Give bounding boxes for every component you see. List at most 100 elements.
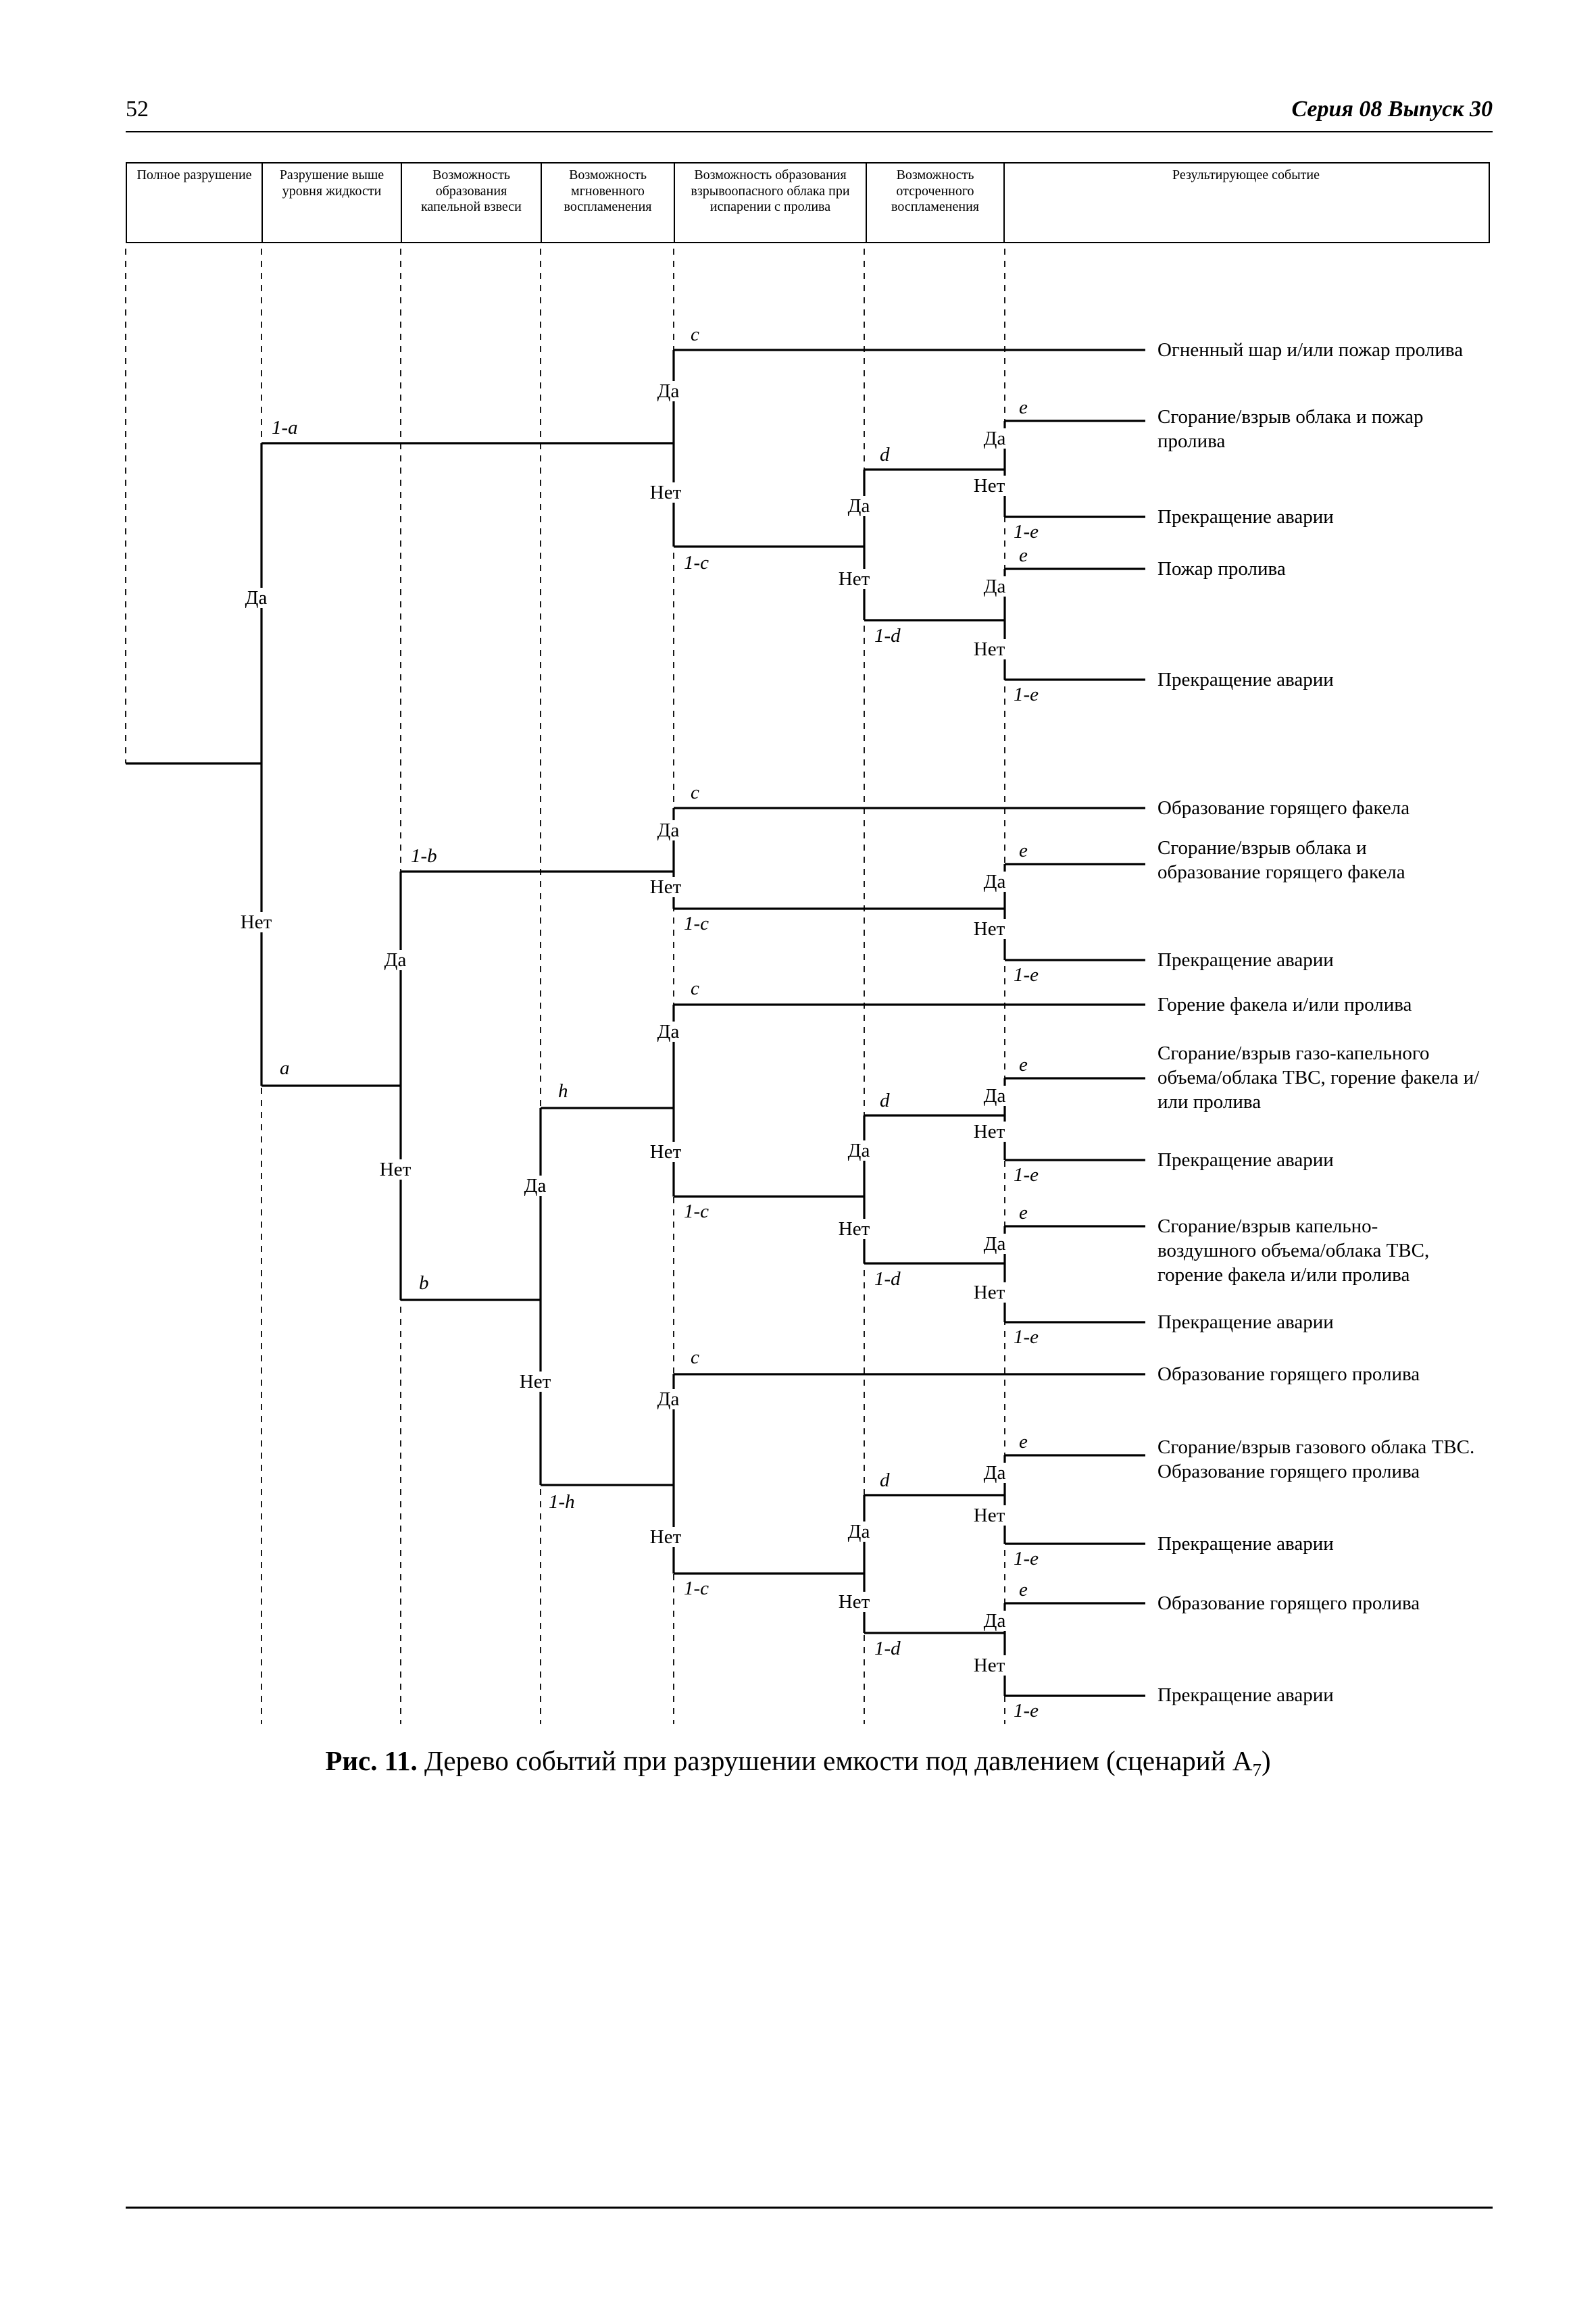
- branch-prob-c: c: [688, 1347, 702, 1367]
- branch-prob-d: d: [877, 1090, 893, 1111]
- branch-prob-e: e: [1016, 545, 1030, 565]
- branch-label-no: Нет: [835, 1219, 873, 1239]
- column-header-instant-ignition: Возможность мгновенного воспламенения: [542, 164, 675, 242]
- header-rule: [126, 131, 1493, 132]
- branch-prob-d: d: [877, 445, 893, 465]
- branch-label-yes: Да: [242, 588, 270, 608]
- branch-label-no: Нет: [647, 1527, 684, 1547]
- branch-prob-1-c: 1-c: [681, 1578, 712, 1599]
- branch-prob-e: e: [1016, 397, 1030, 418]
- branch-label-no: Нет: [970, 1655, 1008, 1676]
- branch-prob-1-a: 1-a: [269, 418, 301, 438]
- branch-prob-1-d: 1-d: [872, 1269, 903, 1289]
- branch-prob-1-c: 1-c: [681, 553, 712, 573]
- branch-label-yes: Да: [980, 428, 1009, 449]
- branch-prob-c: c: [688, 324, 702, 345]
- branch-prob-e: e: [1016, 840, 1030, 861]
- branch-prob-e: e: [1016, 1055, 1030, 1075]
- event-outcome: Сгорание/взрыв газового облака ТВС. Обра…: [1157, 1436, 1475, 1482]
- column-header-explosive-cloud: Возможность образования взрывоопасного о…: [675, 164, 867, 242]
- footer-rule: [126, 2207, 1493, 2209]
- branch-prob-c: c: [688, 978, 702, 999]
- branch-prob-1-e: 1-e: [1011, 965, 1042, 985]
- branch-prob-1-e: 1-e: [1011, 1165, 1042, 1185]
- branch-label-yes: Да: [845, 1140, 873, 1161]
- branch-prob-1-e: 1-e: [1011, 684, 1042, 705]
- branch-label-no: Нет: [970, 639, 1008, 659]
- column-header-resulting-event: Результирующее событие: [1172, 168, 1320, 182]
- column-boundary-dashed-lines: [125, 249, 1005, 1724]
- event-outcome: Прекращение аварии: [1157, 1149, 1334, 1171]
- branch-label-yes: Да: [654, 820, 682, 840]
- event-outcome: Сгорание/взрыв облака и образование горя…: [1157, 837, 1405, 883]
- event-outcome: Образование горящего пролива: [1157, 1592, 1420, 1614]
- branch-label-no: Нет: [647, 1142, 684, 1162]
- branch-prob-c: c: [688, 782, 702, 803]
- series-issue-label: Серия 08 Выпуск 30: [1291, 97, 1493, 122]
- event-outcome: Прекращение аварии: [1157, 1311, 1334, 1333]
- branch-label-yes: Да: [980, 1611, 1009, 1631]
- event-tree-branches: [126, 349, 1145, 1697]
- branch-label-no: Нет: [376, 1159, 414, 1180]
- event-outcome: Прекращение аварии: [1157, 1533, 1334, 1555]
- branch-label-no: Нет: [970, 1122, 1008, 1142]
- branch-prob-1-b: 1-b: [408, 846, 440, 866]
- event-outcome: Пожар пролива: [1157, 558, 1286, 580]
- branch-prob-e: e: [1016, 1580, 1030, 1600]
- branch-label-no: Нет: [970, 1282, 1008, 1303]
- branch-label-yes: Да: [845, 1521, 873, 1542]
- branch-label-yes: Да: [654, 1389, 682, 1409]
- branch-label-no: Нет: [237, 912, 275, 932]
- event-outcome: Горение факела и/или пролива: [1157, 994, 1412, 1015]
- event-outcome: Сгорание/взрыв облака и пожар пролива: [1157, 406, 1424, 452]
- caption-suffix: ): [1262, 1745, 1271, 1776]
- branch-label-yes: Да: [654, 381, 682, 401]
- branch-prob-1-d: 1-d: [872, 626, 903, 646]
- branch-prob-1-c: 1-c: [681, 1201, 712, 1222]
- branch-label-no: Нет: [970, 919, 1008, 939]
- branch-label-yes: Да: [980, 576, 1009, 597]
- column-header-full-destruction: Полное разрушение: [127, 164, 263, 242]
- event-outcome: Прекращение аварии: [1157, 949, 1334, 971]
- figure-caption: Рис. 11. Дерево событий при разрушении е…: [0, 1744, 1596, 1781]
- branch-label-yes: Да: [845, 496, 873, 516]
- branch-label-yes: Да: [980, 1234, 1009, 1254]
- column-header-droplet-suspension: Возможность образования капельной взвеси: [402, 164, 542, 242]
- column-header-table: Полное разрушение Разрушение выше уровня…: [126, 162, 1490, 243]
- event-outcome: Огненный шар и/или пожар пролива: [1157, 339, 1464, 361]
- branch-label-no: Нет: [647, 482, 684, 503]
- branch-prob-1-c: 1-c: [681, 913, 712, 934]
- branch-label-no: Нет: [970, 476, 1008, 496]
- event-outcome: Образование горящего факела: [1157, 797, 1410, 819]
- event-outcome: Прекращение аварии: [1157, 506, 1334, 528]
- branch-label-no: Нет: [835, 1592, 873, 1612]
- branch-prob-1-e: 1-e: [1011, 522, 1042, 542]
- branch-label-no: Нет: [970, 1505, 1008, 1526]
- caption-subscript: 7: [1252, 1760, 1262, 1781]
- column-header-above-liquid: Разрушение выше уровня жидкости: [263, 164, 402, 242]
- branch-label-yes: Да: [654, 1022, 682, 1042]
- branch-prob-e: e: [1016, 1432, 1030, 1452]
- branch-prob-e: e: [1016, 1203, 1030, 1223]
- branch-prob-1-e: 1-e: [1011, 1327, 1042, 1347]
- branch-label-no: Нет: [516, 1372, 554, 1392]
- branch-prob-1-e: 1-e: [1011, 1701, 1042, 1721]
- branch-label-yes: Да: [381, 950, 409, 970]
- event-outcome: Сгорание/взрыв капельно-воздушного объем…: [1157, 1215, 1430, 1286]
- branch-prob-1-h: 1-h: [546, 1492, 578, 1512]
- caption-text: Дерево событий при разрушении емкости по…: [417, 1745, 1253, 1776]
- branch-prob-1-e: 1-e: [1011, 1549, 1042, 1569]
- branch-label-yes: Да: [521, 1176, 549, 1196]
- branch-prob-1-d: 1-d: [872, 1638, 903, 1659]
- branch-label-yes: Да: [980, 872, 1009, 892]
- event-outcome: Сгорание/взрыв газо-капельного объема/об…: [1157, 1042, 1480, 1113]
- branch-label-no: Нет: [647, 877, 684, 897]
- branch-prob-b: b: [416, 1273, 432, 1293]
- branch-prob-d: d: [877, 1470, 893, 1490]
- branch-prob-h: h: [555, 1081, 571, 1101]
- branch-label-yes: Да: [980, 1463, 1009, 1483]
- column-header-delayed-ignition: Возможность отсроченного воспламенения: [867, 164, 1005, 242]
- caption-figure-number: Рис. 11.: [325, 1745, 418, 1776]
- branch-prob-a: a: [277, 1058, 293, 1078]
